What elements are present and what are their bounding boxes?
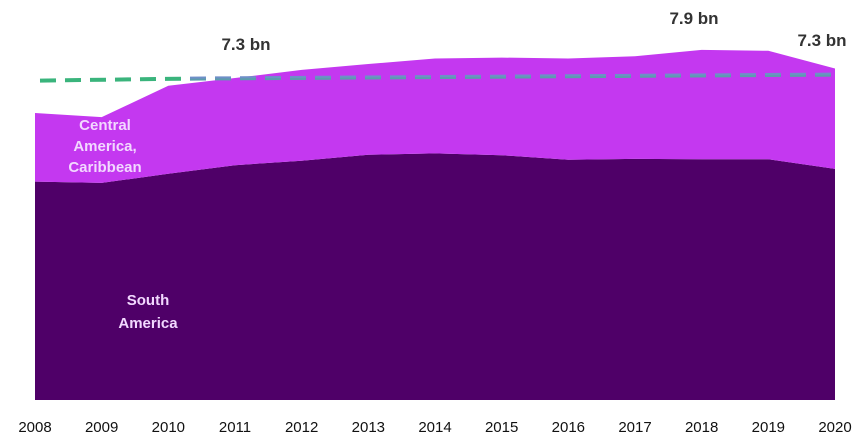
annotation-label: 7.9 bn bbox=[669, 9, 718, 28]
reference-line-layer bbox=[39, 72, 836, 83]
annotation-label: 7.3 bn bbox=[221, 35, 270, 54]
annotation-label: 7.3 bn bbox=[797, 31, 846, 50]
x-tick-label: 2015 bbox=[485, 419, 518, 436]
x-tick-label: 2014 bbox=[418, 419, 451, 436]
area-south-america bbox=[35, 153, 835, 400]
region-label-central-america-caribbean: Central America, Caribbean bbox=[68, 117, 141, 176]
x-tick-label: 2011 bbox=[219, 419, 251, 436]
x-tick-label: 2017 bbox=[618, 419, 651, 436]
region-label-south-america: South America bbox=[118, 292, 178, 332]
x-axis-tick-layer: 2008 2009 2010 2011 2012 2013 2014 2015 2016 2017… bbox=[18, 419, 851, 436]
x-tick-label: 2012 bbox=[285, 419, 318, 436]
reference-line-green bbox=[39, 76, 191, 83]
x-tick-label: 2016 bbox=[552, 419, 585, 436]
x-tick-label: 2019 bbox=[752, 419, 785, 436]
reference-line-blue bbox=[189, 72, 836, 81]
annotation-layer: 7.3 bn 7.9 bn 7.3 bn bbox=[221, 9, 846, 54]
x-tick-label: 2008 bbox=[18, 419, 51, 436]
x-tick-label: 2018 bbox=[685, 419, 718, 436]
x-tick-label: 2010 bbox=[152, 419, 185, 436]
x-tick-label: 2020 bbox=[818, 419, 851, 436]
region-label-layer: Central America, Caribbean South America bbox=[68, 117, 178, 332]
reference-line-green-underlay bbox=[189, 74, 836, 81]
area-layer bbox=[35, 49, 835, 400]
area-central-america-caribbean bbox=[35, 49, 835, 183]
x-tick-label: 2009 bbox=[85, 419, 118, 436]
x-tick-label: 2013 bbox=[352, 419, 385, 436]
